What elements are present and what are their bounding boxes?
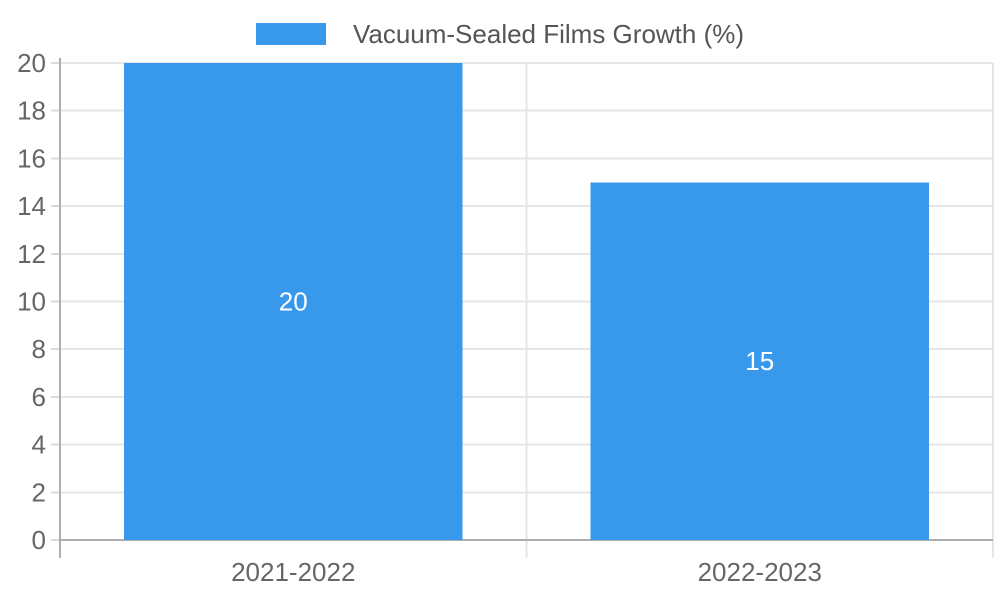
bar (124, 63, 463, 540)
y-tick-label: 6 (32, 382, 46, 412)
y-tick-label: 16 (17, 143, 46, 173)
legend-swatch (255, 23, 326, 45)
x-tick-label: 2021-2022 (231, 557, 355, 587)
x-tick-label: 2022-2023 (698, 557, 822, 587)
y-tick-label: 12 (17, 239, 46, 269)
y-tick-label: 0 (32, 525, 46, 555)
y-tick-label: 14 (17, 191, 46, 221)
legend-label: Vacuum-Sealed Films Growth (%) (352, 19, 745, 49)
legend-item[interactable]: Vacuum-Sealed Films Growth (%) (255, 19, 745, 49)
bar-value-label: 15 (745, 346, 774, 376)
y-tick-label: 8 (32, 334, 46, 364)
y-tick-label: 2 (32, 477, 46, 507)
y-tick-label: 4 (32, 430, 46, 460)
bar (590, 182, 929, 540)
bar-value-label: 20 (279, 287, 308, 317)
chart-legend: Vacuum-Sealed Films Growth (%) (0, 21, 1000, 47)
y-tick-label: 18 (17, 96, 46, 126)
y-tick-label: 20 (17, 48, 46, 78)
y-tick-label: 10 (17, 287, 46, 317)
